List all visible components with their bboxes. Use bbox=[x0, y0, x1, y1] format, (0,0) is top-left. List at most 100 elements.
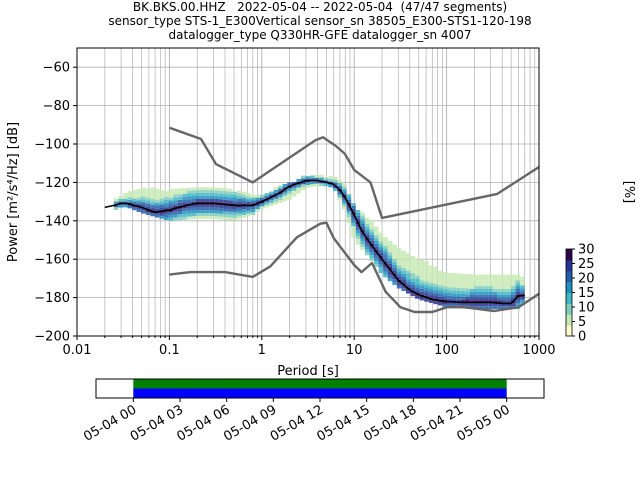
colorbar-swatch bbox=[566, 281, 572, 293]
psd-density-cell bbox=[205, 204, 210, 208]
psd-density-cell bbox=[474, 297, 480, 301]
psd-density-cell bbox=[355, 224, 361, 228]
psd-density-cell bbox=[168, 189, 174, 192]
psd-density-cell bbox=[497, 274, 502, 278]
psd-density-cell bbox=[195, 213, 201, 216]
psd-density-cell bbox=[396, 259, 402, 263]
psd-density-cell bbox=[479, 306, 484, 310]
psd-density-cell bbox=[255, 200, 260, 204]
psd-density-cell bbox=[515, 291, 521, 295]
psd-density-cell bbox=[501, 291, 507, 295]
psd-density-cell bbox=[136, 191, 142, 195]
psd-density-cell bbox=[182, 205, 187, 209]
psd-density-cell bbox=[186, 187, 192, 191]
psd-density-cell bbox=[195, 210, 201, 214]
colorbar-tick-label: 0 bbox=[578, 330, 586, 345]
psd-density-cell bbox=[191, 210, 196, 214]
psd-density-cell bbox=[195, 195, 201, 199]
psd-density-cell bbox=[501, 286, 507, 289]
psd-density-cell bbox=[282, 189, 288, 193]
psd-density-cell bbox=[497, 306, 502, 310]
psd-density-cell bbox=[205, 192, 210, 196]
psd-density-cell bbox=[291, 184, 297, 188]
psd-density-cell bbox=[232, 194, 238, 198]
psd-density-cell bbox=[145, 191, 151, 195]
psd-density-cell bbox=[405, 279, 411, 283]
psd-density-cell bbox=[442, 300, 448, 304]
psd-density-cell bbox=[218, 190, 224, 194]
psd-density-cell bbox=[227, 217, 233, 221]
psd-density-cell bbox=[460, 276, 466, 280]
psd-density-cell bbox=[488, 286, 493, 289]
psd-density-cell bbox=[209, 216, 215, 219]
psd-density-cell bbox=[479, 286, 484, 289]
psd-density-cell bbox=[346, 208, 352, 212]
psd-density-cell bbox=[127, 205, 133, 209]
psd-density-cell bbox=[250, 194, 256, 198]
psd-density-cell bbox=[515, 277, 521, 281]
psd-density-cell bbox=[483, 291, 489, 295]
psd-density-cell bbox=[364, 223, 370, 227]
psd-density-cell bbox=[264, 204, 270, 208]
psd-density-cell bbox=[351, 205, 356, 209]
psd-density-cell bbox=[127, 191, 133, 194]
psd-density-cell bbox=[191, 193, 196, 197]
psd-density-cell bbox=[410, 270, 416, 274]
psd-density-cell bbox=[437, 285, 443, 289]
psd-density-cell bbox=[479, 288, 484, 292]
psd-density-cell bbox=[214, 190, 219, 194]
psd-density-cell bbox=[351, 231, 356, 235]
psd-density-cell bbox=[300, 184, 306, 188]
psd-density-cell bbox=[150, 204, 155, 208]
psd-density-cell bbox=[515, 303, 521, 307]
psd-density-cell bbox=[278, 194, 283, 198]
psd-density-cell bbox=[150, 201, 155, 205]
psd-density-cell bbox=[428, 265, 434, 269]
psd-density-cell bbox=[456, 293, 461, 297]
psd-density-cell bbox=[273, 198, 279, 202]
psd-density-cell bbox=[428, 288, 434, 292]
psd-density-cell bbox=[401, 259, 406, 263]
psd-density-cell bbox=[387, 258, 393, 261]
psd-density-cell bbox=[269, 194, 274, 198]
psd-density-cell bbox=[214, 213, 219, 217]
psd-density-cell bbox=[205, 187, 210, 191]
colorbar-swatch bbox=[566, 259, 572, 272]
psd-density-cell bbox=[405, 273, 411, 277]
psd-density-cell bbox=[369, 255, 375, 259]
psd-density-cell bbox=[437, 302, 443, 306]
psd-density-cell bbox=[113, 198, 119, 202]
psd-density-cell bbox=[488, 291, 493, 295]
psd-density-cell bbox=[346, 217, 352, 221]
psd-density-cell bbox=[332, 176, 338, 180]
psd-density-cell bbox=[374, 238, 379, 242]
psd-density-cell bbox=[191, 198, 196, 202]
psd-density-cell bbox=[437, 276, 443, 280]
psd-density-cell bbox=[191, 213, 196, 217]
psd-density-cell bbox=[360, 238, 365, 242]
psd-density-cell bbox=[410, 255, 416, 259]
psd-density-cell bbox=[447, 278, 452, 282]
psd-density-cell bbox=[273, 195, 279, 199]
psd-density-cell bbox=[378, 252, 384, 256]
psd-density-cell bbox=[419, 277, 425, 281]
psd-density-cell bbox=[447, 292, 452, 296]
psd-density-cell bbox=[200, 216, 206, 219]
psd-density-cell bbox=[474, 283, 480, 287]
y-tick-label: −60 bbox=[43, 61, 70, 76]
psd-density-cell bbox=[209, 210, 215, 214]
psd-density-cell bbox=[163, 196, 169, 200]
psd-density-cell bbox=[520, 288, 525, 292]
psd-density-cell bbox=[132, 192, 137, 196]
psd-density-cell bbox=[387, 240, 393, 244]
psd-density-cell bbox=[515, 280, 521, 284]
psd-density-cell bbox=[200, 210, 206, 214]
psd-density-cell bbox=[141, 187, 146, 191]
psd-density-cell bbox=[369, 226, 375, 230]
psd-density-cell bbox=[396, 253, 402, 257]
psd-density-cell bbox=[173, 200, 178, 204]
psd-density-cell bbox=[506, 283, 511, 287]
psd-density-cell bbox=[460, 282, 466, 286]
psd-density-cell bbox=[246, 196, 251, 200]
psd-density-cell bbox=[378, 249, 384, 253]
